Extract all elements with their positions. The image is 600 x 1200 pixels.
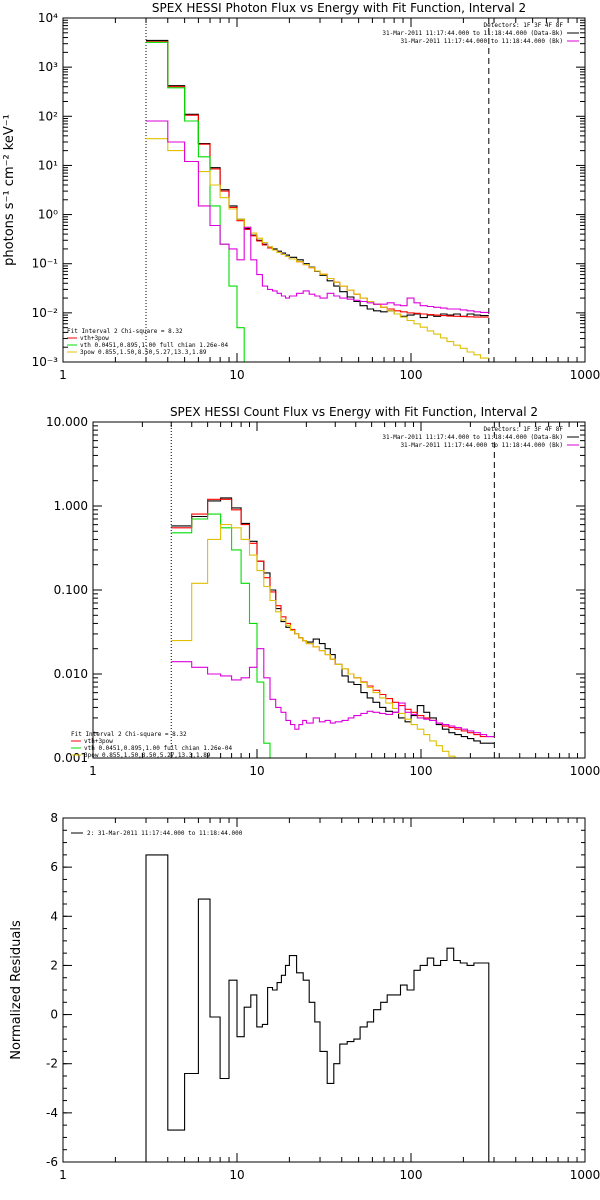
y-tick-label: 8 bbox=[50, 811, 58, 825]
y-tick-label: 10¹ bbox=[38, 158, 58, 172]
y-tick-label: 10⁰ bbox=[38, 208, 58, 222]
x-tick-label: 100 bbox=[400, 368, 423, 382]
legend-bottom-left-entry: vth 0.0451,0.895,1.00 full chian 1.26e-0… bbox=[84, 745, 232, 752]
legend-top-right-entry: 31-Mar-2011 11:17:44.000 to 11:18:44.000… bbox=[382, 434, 563, 441]
plot-frame bbox=[62, 17, 586, 363]
x-tick-label: 1000 bbox=[570, 764, 600, 778]
x-tick-label: 10 bbox=[229, 1168, 244, 1182]
legend-bottom-left-entry: Fit Interval 2 Chi-square = 8.32 bbox=[71, 731, 187, 738]
series-line-1 bbox=[146, 39, 489, 319]
legend-top-right-entry: 31-Mar-2011 11:17:44.000 to 11:18:44.000… bbox=[400, 442, 563, 449]
plot-frame bbox=[92, 421, 586, 759]
x-tick-label: 100 bbox=[410, 764, 433, 778]
legend-bottom-left-entry: vth+3pow bbox=[84, 738, 113, 745]
y-tick-label: 2 bbox=[50, 958, 58, 972]
y-tick-label: 10⁻² bbox=[32, 306, 59, 320]
x-tick-label: 1 bbox=[59, 1168, 67, 1182]
legend-bottom-left-entry: vth+3pow bbox=[80, 335, 109, 342]
y-tick-label: 1.000 bbox=[54, 499, 88, 513]
series-line-3 bbox=[146, 41, 245, 362]
legend-top-right-entry: 31-Mar-2011 11:17:44.000 to 11:18:44.000… bbox=[382, 30, 563, 37]
chart-title: SPEX HESSI Count Flux vs Energy with Fit… bbox=[170, 405, 538, 419]
legend-bottom-left-entry: 3pow 0.855,1.50,8.50,5.27,13.3,1.89 bbox=[80, 349, 207, 356]
legend-bottom-left-entry: vth 0.0451,0.895,1.00 full chian 1.26e-0… bbox=[80, 342, 228, 349]
x-tick-label: 100 bbox=[400, 1168, 423, 1182]
series-group bbox=[171, 497, 495, 758]
series-line-4 bbox=[146, 138, 489, 359]
y-tick-label: 0 bbox=[50, 1008, 58, 1022]
series-group bbox=[145, 854, 490, 1162]
y-tick-label: 10⁴ bbox=[38, 11, 58, 25]
chart-panel-1: SPEX HESSI Photon Flux vs Energy with Fi… bbox=[2, 1, 600, 382]
series-line-1 bbox=[171, 497, 495, 744]
legend-top-right-entry: Detectors: 1F 3F 4F 8F bbox=[484, 22, 564, 29]
x-tick-label: 1 bbox=[59, 368, 67, 382]
series-line-4 bbox=[171, 524, 456, 758]
chart-panel-3: Normalized Residuals 1 10 100 1000 -6 -4 -2 0 2 4 6… bbox=[9, 811, 600, 1182]
legend-top-right-entry: 31-Mar-2011 11:17:44.000 to 11:18:44.000… bbox=[400, 38, 563, 45]
y-tick-label: 0.001 bbox=[54, 751, 88, 765]
series-line-5 bbox=[146, 120, 489, 313]
x-tick-label: 10 bbox=[249, 764, 264, 778]
x-tick-label: 1000 bbox=[570, 1168, 600, 1182]
x-tick-label: 1000 bbox=[570, 368, 600, 382]
series-line-2 bbox=[171, 498, 495, 738]
chart-title: SPEX HESSI Photon Flux vs Energy with Fi… bbox=[152, 1, 526, 15]
legend-top-left-entry: 2: 31-Mar-2011 11:17:44.000 to 11:18:44.… bbox=[87, 830, 243, 837]
y-tick-label: -2 bbox=[46, 1057, 58, 1071]
y-tick-label: 10⁻³ bbox=[32, 355, 59, 369]
y-tick-label: 10⁻¹ bbox=[32, 257, 59, 271]
y-tick-label: 0.100 bbox=[54, 583, 88, 597]
legend-bottom-left-entry: Fit Interval 2 Chi-square = 8.32 bbox=[67, 328, 183, 335]
legend-top-right-entry: Detectors: 1F 3F 4F 8F bbox=[484, 426, 564, 433]
series-line-1 bbox=[145, 854, 490, 1162]
y-tick-label: 0.010 bbox=[54, 667, 88, 681]
plot-frame bbox=[62, 817, 586, 1163]
series-line-5 bbox=[171, 648, 495, 738]
y-tick-label: 4 bbox=[50, 909, 58, 923]
y-tick-label: -6 bbox=[46, 1155, 58, 1169]
y-tick-label: 10³ bbox=[38, 60, 58, 74]
y-tick-label: 6 bbox=[50, 860, 58, 874]
legend-bottom-left-entry: 3pow 0.855,1.50,8.50,5.27,13.3,1.89 bbox=[84, 752, 211, 759]
x-tick-label: 1 bbox=[89, 764, 97, 778]
y-tick-label: 10.000 bbox=[46, 415, 88, 429]
y-axis-label: photons s⁻¹ cm⁻² keV⁻¹ bbox=[2, 114, 17, 266]
y-tick-label: -4 bbox=[46, 1106, 58, 1120]
y-tick-label: 10² bbox=[38, 109, 58, 123]
y-axis-label: Normalized Residuals bbox=[9, 920, 24, 1060]
series-line-3 bbox=[171, 513, 271, 758]
series-line-2 bbox=[146, 41, 489, 318]
x-tick-label: 10 bbox=[229, 368, 244, 382]
chart-panel-2: SPEX HESSI Count Flux vs Energy with Fit… bbox=[46, 405, 600, 778]
series-group bbox=[146, 39, 489, 362]
